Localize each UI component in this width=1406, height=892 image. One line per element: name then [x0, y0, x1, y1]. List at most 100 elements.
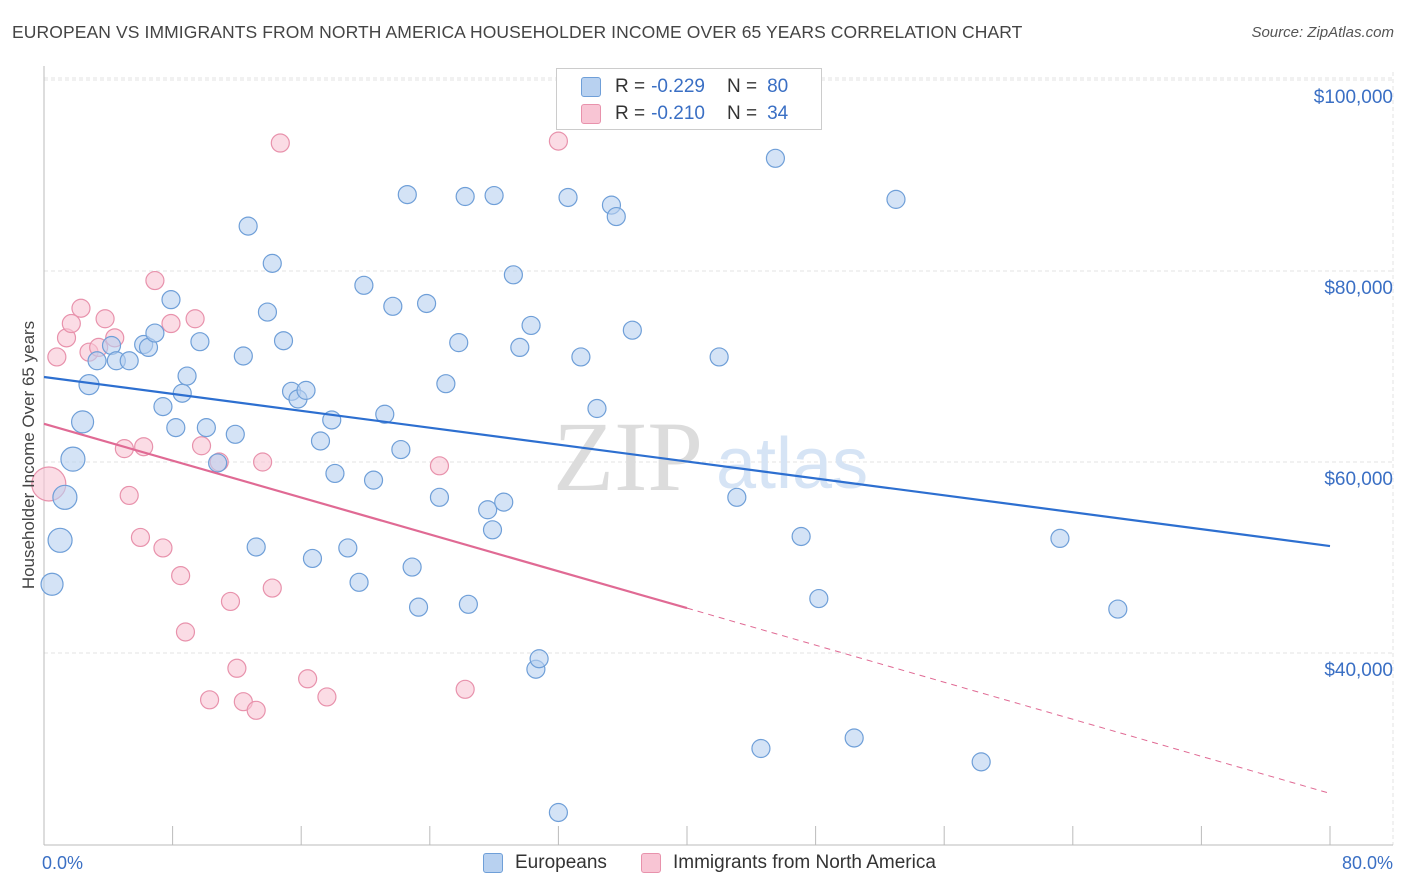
immigrants-legend-label: Immigrants from North America [673, 852, 936, 873]
europeans-point [727, 487, 747, 507]
europeans-point [606, 206, 626, 227]
europeans-point [391, 439, 411, 460]
immigrants-point [429, 456, 450, 476]
immigrants-swatch [581, 104, 601, 124]
immigrants-point [95, 309, 115, 329]
europeans-point [145, 323, 165, 343]
europeans-legend-swatch [483, 853, 503, 873]
europeans-point [246, 537, 266, 557]
immigrants-point [119, 485, 139, 506]
immigrants-point [262, 578, 282, 598]
europeans-point [60, 446, 86, 472]
europeans-legend-label: Europeans [515, 852, 607, 873]
europeans-point [709, 347, 729, 367]
europeans-point [484, 185, 504, 206]
immigrants-point [171, 566, 191, 586]
europeans-point [310, 431, 331, 451]
legend-item-immigrants[interactable]: Immigrants from North America [641, 852, 936, 874]
europeans-point [503, 265, 523, 285]
europeans-point [119, 351, 139, 371]
europeans-point [208, 453, 228, 473]
europeans-point [622, 320, 642, 340]
europeans-point [571, 347, 591, 367]
legend-row-europeans: R = -0.229 N = 80 [581, 75, 788, 99]
y-axis-label: Householder Income Over 65 years [19, 321, 38, 589]
europeans-point [273, 331, 294, 351]
europeans-r-value: -0.229 [651, 76, 705, 97]
europeans-point [482, 520, 503, 540]
axes [43, 66, 1393, 846]
immigrants-points [31, 131, 569, 720]
immigrants-point [270, 133, 290, 153]
legend-item-europeans[interactable]: Europeans [483, 852, 607, 874]
europeans-n-value: 80 [767, 76, 789, 97]
watermark-zip: ZIP [553, 401, 703, 512]
europeans-point [548, 802, 569, 823]
europeans-point [196, 418, 216, 438]
immigrants-legend-swatch [641, 853, 661, 873]
immigrants-point [161, 313, 181, 334]
europeans-swatch [581, 77, 601, 97]
europeans-point [153, 397, 173, 417]
x-tick-label-max: 80.0% [1342, 853, 1393, 873]
europeans-point [325, 463, 345, 484]
immigrants-point [61, 313, 81, 334]
europeans-point [751, 738, 771, 759]
legend-row-immigrants: R = -0.210 N = 34 [581, 102, 788, 126]
europeans-point [296, 380, 316, 400]
y-tick-label: $80,000 [1324, 278, 1393, 299]
immigrants-point [47, 347, 67, 367]
europeans-point [354, 275, 374, 295]
europeans-point [363, 470, 384, 490]
europeans-point [494, 492, 514, 512]
immigrants-point [130, 527, 151, 548]
europeans-point [225, 424, 245, 444]
europeans-point [558, 187, 578, 208]
europeans-point [791, 526, 811, 547]
europeans-point [458, 594, 478, 614]
europeans-point [40, 572, 64, 596]
immigrants-n-value: 34 [767, 103, 789, 124]
europeans-point [510, 337, 530, 357]
immigrants-point [71, 298, 91, 318]
europeans-point [478, 500, 498, 520]
immigrants-point [153, 538, 173, 558]
immigrants-point [191, 436, 212, 456]
europeans-point [161, 290, 181, 310]
europeans-point [190, 332, 210, 352]
europeans-point [416, 293, 437, 314]
immigrants-point [298, 669, 318, 689]
europeans-point [70, 410, 95, 434]
y-tick-label: $60,000 [1324, 469, 1393, 490]
n-label: N = [726, 76, 758, 97]
europeans-point [302, 548, 323, 569]
europeans-points [40, 148, 1128, 823]
europeans-point [177, 366, 197, 386]
europeans-point [449, 333, 469, 353]
europeans-trend-line [43, 375, 1331, 548]
y-tick-label: $100,000 [1314, 87, 1393, 108]
immigrants-point [227, 658, 247, 678]
europeans-point [587, 398, 607, 419]
immigrants-point [455, 679, 475, 699]
europeans-point [349, 572, 369, 592]
immigrants-point [548, 131, 569, 151]
europeans-point [971, 752, 991, 772]
watermark: ZIP atlas [553, 401, 868, 512]
x-tick-label-min: 0.0% [42, 853, 83, 873]
europeans-point [397, 185, 417, 205]
immigrants-point [145, 270, 165, 291]
europeans-point [436, 374, 456, 394]
immigrants-trend-line [43, 422, 688, 610]
immigrants-point [175, 622, 196, 642]
europeans-point [87, 351, 107, 371]
immigrants-r-value: -0.210 [651, 103, 705, 124]
europeans-point [809, 588, 829, 609]
trend-lines [43, 375, 1331, 794]
europeans-point [47, 527, 73, 553]
europeans-point [338, 538, 358, 558]
y-tick-label: $40,000 [1324, 660, 1393, 681]
immigrants-point [220, 591, 241, 612]
europeans-point [765, 148, 786, 168]
